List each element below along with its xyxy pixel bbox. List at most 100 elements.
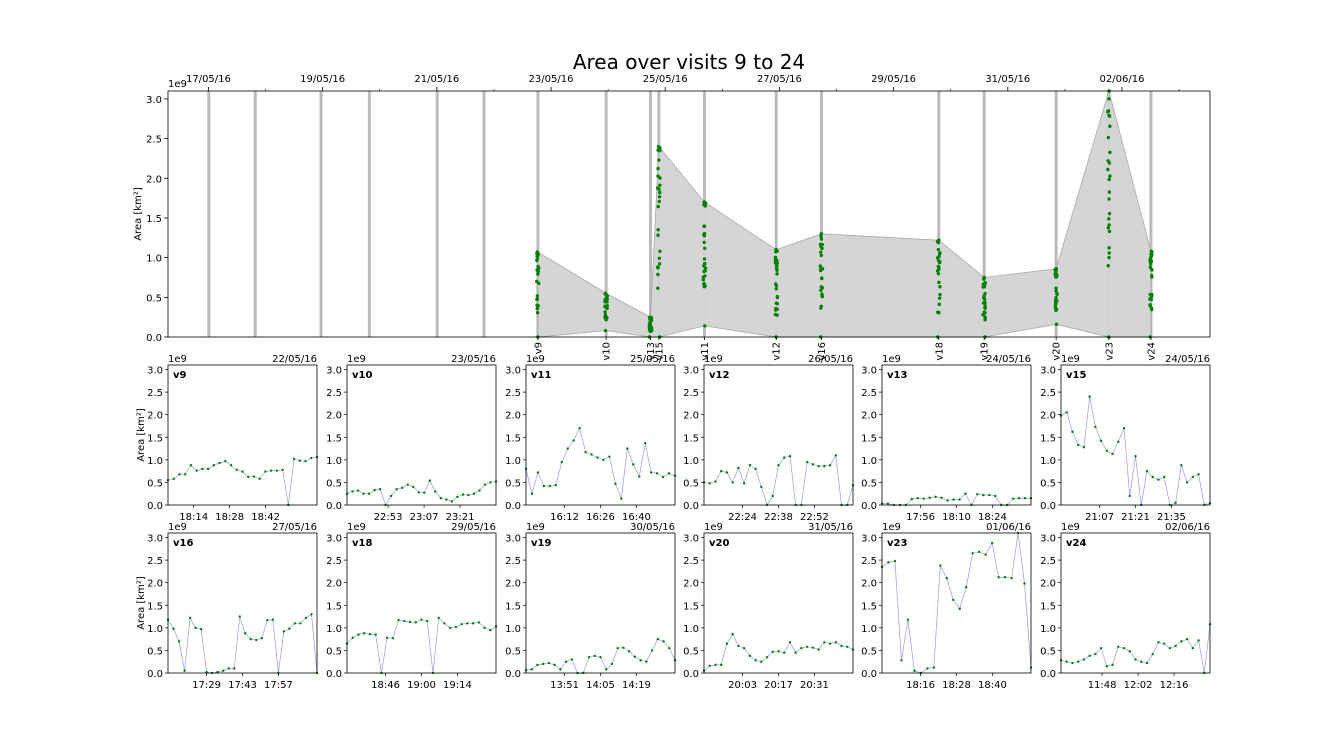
subplot-point <box>946 499 949 502</box>
subplot-frame <box>167 364 318 506</box>
area-point-v23 <box>1107 251 1111 255</box>
subplot-point <box>1197 639 1200 642</box>
subplot-ytick-label: 0.0 <box>326 501 342 512</box>
area-point-v23 <box>1107 255 1111 260</box>
subplot-point <box>1117 645 1120 649</box>
subplot-point <box>620 497 623 500</box>
subplot-point <box>374 633 377 636</box>
subplot-frame <box>346 364 497 506</box>
subplot-point <box>994 494 997 498</box>
subplot-point <box>560 460 563 464</box>
area-point-v24 <box>1148 303 1152 308</box>
area-point-v20 <box>1053 300 1058 304</box>
main-ytick-label: 2.0 <box>146 174 162 185</box>
subplot-frame <box>346 532 497 674</box>
area-point-v11 <box>703 274 707 278</box>
visit-tick-label: v23 <box>1104 342 1115 361</box>
subplot-date-label: 24/05/16 <box>1165 354 1210 365</box>
subplot-v9: 0.0 0.5 1.0 1.5 2.0 2.5 3.0 18:14 18:28 18:42 1e9 2… <box>136 354 319 523</box>
area-point-v24 <box>1148 256 1153 260</box>
subplot-xtick-label: 18:28 <box>215 512 244 523</box>
area-point-v12 <box>773 249 778 254</box>
subplot-visit-label: v23 <box>887 538 907 549</box>
visit-window-bar <box>1054 91 1058 337</box>
subplot-point <box>299 622 302 625</box>
subplot-point <box>1105 449 1109 453</box>
subplot-point <box>221 669 225 672</box>
subplot-point <box>229 464 233 467</box>
subplot-point <box>655 472 659 475</box>
area-point-v15 <box>656 286 660 290</box>
subplot-ytick-label: 2.5 <box>1040 388 1056 399</box>
area-point-v23 <box>1106 109 1111 113</box>
subplot-ytick-label: 0.0 <box>505 501 521 512</box>
subplot-v24: 0.0 0.5 1.0 1.5 2.0 2.5 3.0 11:48 12:02 12:16 1e9 0… <box>1040 522 1212 691</box>
subplot-point <box>426 619 429 623</box>
subplot-point <box>530 492 534 495</box>
subplot-point <box>414 621 417 624</box>
subplot-point <box>1151 652 1154 656</box>
subplot-y-scale-label: 1e9 <box>1061 354 1080 365</box>
subplot-point <box>1099 646 1103 650</box>
subplot-line <box>1060 624 1211 674</box>
subplot-point <box>391 637 395 640</box>
area-point-v11 <box>702 232 707 236</box>
subplot-point <box>719 469 723 473</box>
subplot-point <box>760 660 763 663</box>
visit-window-bar <box>482 91 486 337</box>
area-point-v19 <box>981 282 986 286</box>
subplot-ytick-label: 1.0 <box>683 624 699 635</box>
main-xtick-label: 21/05/16 <box>414 74 459 85</box>
subplot-ytick-label: 2.0 <box>326 411 342 422</box>
subplot-point <box>662 640 665 643</box>
subplot-ytick-label: 1.0 <box>505 624 521 635</box>
subplot-point <box>172 627 175 630</box>
subplot-ytick-label: 0.0 <box>683 669 699 680</box>
subplot-xtick-label: 18:14 <box>179 512 208 523</box>
visit-subplots: 0.0 0.5 1.0 1.5 2.0 2.5 3.0 18:14 18:28 18:42 1e9 2… <box>136 354 1212 691</box>
subplot-y-scale-label: 1e9 <box>704 522 723 533</box>
subplot-ytick-label: 2.0 <box>861 411 877 422</box>
subplot-point <box>183 669 186 672</box>
subplot-point <box>765 655 769 659</box>
visit-tick-label: v20 <box>1052 342 1063 361</box>
area-point-v16 <box>819 288 823 292</box>
subplot-point <box>737 466 740 470</box>
subplot-ytick-label: 2.5 <box>505 556 521 567</box>
subplot-point <box>1088 654 1091 658</box>
subplot-point <box>805 460 809 464</box>
subplot-point <box>466 622 469 625</box>
subplot-point <box>351 490 354 493</box>
visit-tick-label: v16 <box>817 342 828 361</box>
subplot-point <box>367 492 371 495</box>
subplot-point <box>378 487 382 491</box>
area-range-band <box>537 89 1152 338</box>
subplot-xtick-label: 18:42 <box>251 512 280 523</box>
subplot-date-label: 25/05/16 <box>630 354 675 365</box>
subplot-point <box>1151 475 1154 479</box>
subplot-point <box>976 492 979 496</box>
area-point-v20 <box>1055 274 1059 278</box>
subplot-point <box>777 650 780 653</box>
area-point-v19 <box>982 294 986 298</box>
subplot-point <box>489 628 492 632</box>
subplot-point <box>633 655 637 658</box>
area-point-v10 <box>603 310 607 314</box>
subplot-ytick-label: 0.0 <box>326 669 342 680</box>
subplot-xtick-label: 18:24 <box>978 512 1007 523</box>
area-point-v16 <box>819 268 823 273</box>
subplot-point <box>632 463 635 466</box>
subplot-point <box>269 469 273 472</box>
subplot-ytick-label: 3.0 <box>861 366 877 377</box>
subplot-ytick-label: 0.0 <box>683 501 699 512</box>
visit-window-bar <box>604 91 608 337</box>
subplot-point <box>1191 646 1195 650</box>
subplot-point <box>834 641 838 644</box>
subplot-point <box>578 427 581 430</box>
area-point-v24 <box>1150 253 1154 257</box>
subplot-point <box>385 636 389 639</box>
subplot-y-scale-label: 1e9 <box>526 522 545 533</box>
subplot-point <box>913 669 916 672</box>
area-point-v11 <box>703 201 708 205</box>
